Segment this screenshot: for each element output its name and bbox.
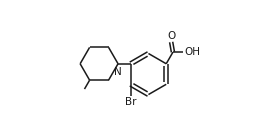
Text: O: O (167, 31, 175, 41)
Text: N: N (114, 67, 122, 77)
Text: Br: Br (125, 97, 136, 107)
Text: OH: OH (184, 47, 200, 57)
